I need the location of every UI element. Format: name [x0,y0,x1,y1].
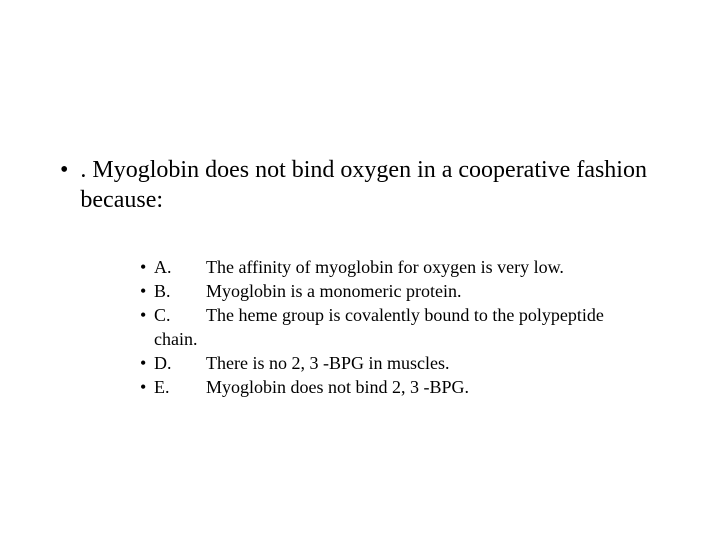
option-bullet: • [140,255,154,279]
option-b: • B. Myoglobin is a monomeric protein. [140,279,660,303]
option-c: • C. The heme group is covalently bound … [140,303,660,327]
option-letter: E. [154,375,206,399]
option-d: • D. There is no 2, 3 -BPG in muscles. [140,351,660,375]
option-text: The heme group is covalently bound to th… [206,303,660,327]
option-bullet: • [140,279,154,303]
option-bullet: • [140,375,154,399]
option-text: The affinity of myoglobin for oxygen is … [206,255,660,279]
option-c-continuation: chain. [140,327,660,351]
options-list: • A. The affinity of myoglobin for oxyge… [60,255,660,399]
option-letter: D. [154,351,206,375]
question-block: • . Myoglobin does not bind oxygen in a … [60,155,660,215]
option-e: • E. Myoglobin does not bind 2, 3 -BPG. [140,375,660,399]
option-letter: B. [154,279,206,303]
question-text: . Myoglobin does not bind oxygen in a co… [80,155,660,215]
option-text: There is no 2, 3 -BPG in muscles. [206,351,660,375]
option-bullet: • [140,303,154,327]
option-text: Myoglobin does not bind 2, 3 -BPG. [206,375,660,399]
question-bullet: • [60,155,68,185]
option-a: • A. The affinity of myoglobin for oxyge… [140,255,660,279]
option-text: Myoglobin is a monomeric protein. [206,279,660,303]
option-letter: A. [154,255,206,279]
option-bullet: • [140,351,154,375]
slide-content: • . Myoglobin does not bind oxygen in a … [0,0,720,399]
option-letter: C. [154,303,206,327]
